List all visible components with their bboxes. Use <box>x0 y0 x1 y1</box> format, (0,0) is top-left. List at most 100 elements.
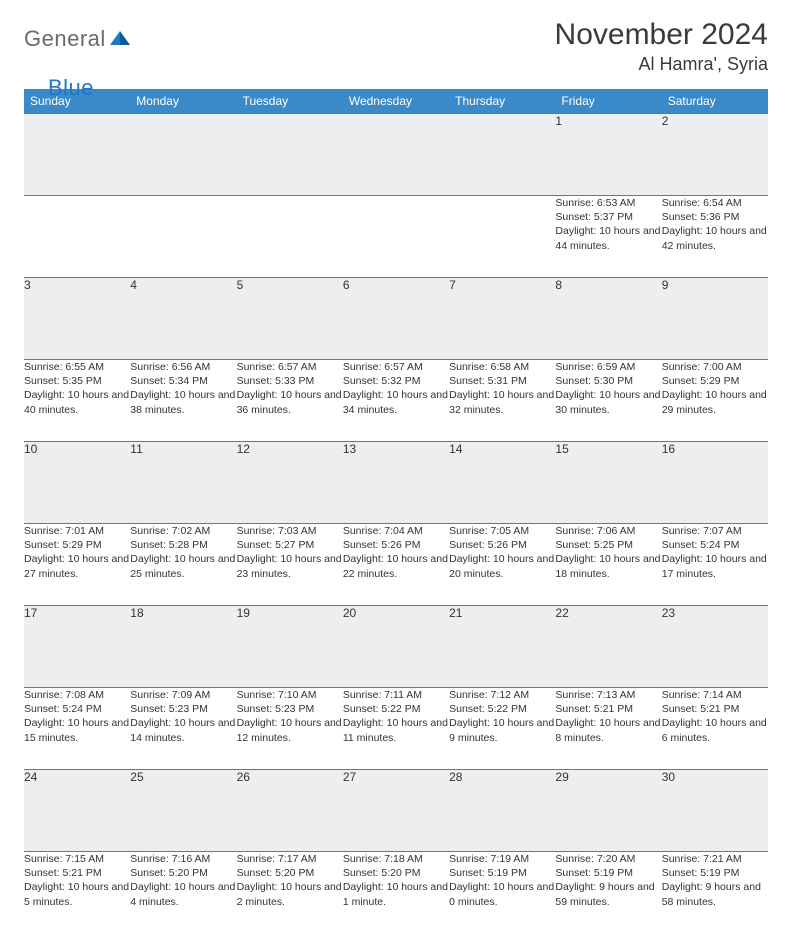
day-cell: Sunrise: 7:04 AMSunset: 5:26 PMDaylight:… <box>343 524 449 606</box>
sunrise-text: Sunrise: 7:12 AM <box>449 688 555 702</box>
daylight-text: Daylight: 10 hours and 15 minutes. <box>24 716 130 744</box>
day-number <box>24 114 130 196</box>
weekday-header: Friday <box>555 89 661 114</box>
sunrise-text: Sunrise: 6:59 AM <box>555 360 661 374</box>
day-number <box>449 114 555 196</box>
day-cell: Sunrise: 7:17 AMSunset: 5:20 PMDaylight:… <box>237 852 343 934</box>
daylight-text: Daylight: 10 hours and 38 minutes. <box>130 388 236 416</box>
day-number: 12 <box>237 442 343 524</box>
content-row: Sunrise: 7:08 AMSunset: 5:24 PMDaylight:… <box>24 688 768 770</box>
weekday-header: Wednesday <box>343 89 449 114</box>
sunset-text: Sunset: 5:20 PM <box>237 866 343 880</box>
daylight-text: Daylight: 10 hours and 34 minutes. <box>343 388 449 416</box>
day-number <box>130 114 236 196</box>
day-cell: Sunrise: 7:02 AMSunset: 5:28 PMDaylight:… <box>130 524 236 606</box>
sunset-text: Sunset: 5:26 PM <box>343 538 449 552</box>
sunset-text: Sunset: 5:31 PM <box>449 374 555 388</box>
day-number: 19 <box>237 606 343 688</box>
day-number: 2 <box>662 114 768 196</box>
day-number <box>343 114 449 196</box>
day-number: 24 <box>24 770 130 852</box>
day-cell <box>449 196 555 278</box>
daynum-row: 24252627282930 <box>24 770 768 852</box>
daylight-text: Daylight: 10 hours and 18 minutes. <box>555 552 661 580</box>
logo: General <box>24 18 132 52</box>
logo-text-blue: Blue <box>48 75 94 101</box>
weekday-header: Monday <box>130 89 236 114</box>
sunset-text: Sunset: 5:29 PM <box>24 538 130 552</box>
sunset-text: Sunset: 5:33 PM <box>237 374 343 388</box>
daylight-text: Daylight: 10 hours and 42 minutes. <box>662 224 768 252</box>
daynum-row: 10111213141516 <box>24 442 768 524</box>
sunrise-text: Sunrise: 6:53 AM <box>555 196 661 210</box>
daylight-text: Daylight: 10 hours and 29 minutes. <box>662 388 768 416</box>
day-cell: Sunrise: 7:05 AMSunset: 5:26 PMDaylight:… <box>449 524 555 606</box>
day-cell: Sunrise: 7:21 AMSunset: 5:19 PMDaylight:… <box>662 852 768 934</box>
day-number: 26 <box>237 770 343 852</box>
sunrise-text: Sunrise: 7:10 AM <box>237 688 343 702</box>
day-cell: Sunrise: 7:09 AMSunset: 5:23 PMDaylight:… <box>130 688 236 770</box>
sunset-text: Sunset: 5:30 PM <box>555 374 661 388</box>
daylight-text: Daylight: 10 hours and 22 minutes. <box>343 552 449 580</box>
day-cell: Sunrise: 7:20 AMSunset: 5:19 PMDaylight:… <box>555 852 661 934</box>
sunset-text: Sunset: 5:24 PM <box>24 702 130 716</box>
day-cell <box>24 196 130 278</box>
day-number: 21 <box>449 606 555 688</box>
day-number: 14 <box>449 442 555 524</box>
sunrise-text: Sunrise: 7:06 AM <box>555 524 661 538</box>
day-cell: Sunrise: 7:16 AMSunset: 5:20 PMDaylight:… <box>130 852 236 934</box>
day-number: 18 <box>130 606 236 688</box>
day-cell: Sunrise: 7:19 AMSunset: 5:19 PMDaylight:… <box>449 852 555 934</box>
sunrise-text: Sunrise: 7:05 AM <box>449 524 555 538</box>
daylight-text: Daylight: 10 hours and 44 minutes. <box>555 224 661 252</box>
day-number: 5 <box>237 278 343 360</box>
day-cell: Sunrise: 7:03 AMSunset: 5:27 PMDaylight:… <box>237 524 343 606</box>
day-number: 15 <box>555 442 661 524</box>
day-number: 27 <box>343 770 449 852</box>
sunrise-text: Sunrise: 7:09 AM <box>130 688 236 702</box>
daylight-text: Daylight: 10 hours and 0 minutes. <box>449 880 555 908</box>
sunset-text: Sunset: 5:23 PM <box>130 702 236 716</box>
daylight-text: Daylight: 10 hours and 11 minutes. <box>343 716 449 744</box>
sunset-text: Sunset: 5:29 PM <box>662 374 768 388</box>
sunrise-text: Sunrise: 7:14 AM <box>662 688 768 702</box>
day-cell: Sunrise: 7:13 AMSunset: 5:21 PMDaylight:… <box>555 688 661 770</box>
day-number: 13 <box>343 442 449 524</box>
daylight-text: Daylight: 10 hours and 2 minutes. <box>237 880 343 908</box>
day-number: 3 <box>24 278 130 360</box>
daylight-text: Daylight: 10 hours and 4 minutes. <box>130 880 236 908</box>
day-number: 6 <box>343 278 449 360</box>
day-number: 29 <box>555 770 661 852</box>
sunrise-text: Sunrise: 7:15 AM <box>24 852 130 866</box>
weekday-header: Thursday <box>449 89 555 114</box>
daylight-text: Daylight: 10 hours and 5 minutes. <box>24 880 130 908</box>
sunset-text: Sunset: 5:22 PM <box>449 702 555 716</box>
daylight-text: Daylight: 9 hours and 58 minutes. <box>662 880 768 908</box>
sunset-text: Sunset: 5:19 PM <box>662 866 768 880</box>
weekday-header: Tuesday <box>237 89 343 114</box>
daylight-text: Daylight: 10 hours and 27 minutes. <box>24 552 130 580</box>
sunrise-text: Sunrise: 6:58 AM <box>449 360 555 374</box>
sunrise-text: Sunrise: 6:57 AM <box>343 360 449 374</box>
sunrise-text: Sunrise: 7:03 AM <box>237 524 343 538</box>
sunrise-text: Sunrise: 7:16 AM <box>130 852 236 866</box>
daylight-text: Daylight: 10 hours and 25 minutes. <box>130 552 236 580</box>
day-number: 9 <box>662 278 768 360</box>
title-block: November 2024 Al Hamra', Syria <box>555 18 768 75</box>
day-cell: Sunrise: 7:15 AMSunset: 5:21 PMDaylight:… <box>24 852 130 934</box>
daynum-row: 3456789 <box>24 278 768 360</box>
day-number: 25 <box>130 770 236 852</box>
sunrise-text: Sunrise: 7:02 AM <box>130 524 236 538</box>
day-number: 7 <box>449 278 555 360</box>
daylight-text: Daylight: 10 hours and 36 minutes. <box>237 388 343 416</box>
day-number: 20 <box>343 606 449 688</box>
day-cell: Sunrise: 6:55 AMSunset: 5:35 PMDaylight:… <box>24 360 130 442</box>
day-cell: Sunrise: 6:58 AMSunset: 5:31 PMDaylight:… <box>449 360 555 442</box>
daylight-text: Daylight: 10 hours and 9 minutes. <box>449 716 555 744</box>
sunset-text: Sunset: 5:26 PM <box>449 538 555 552</box>
sunrise-text: Sunrise: 7:17 AM <box>237 852 343 866</box>
daylight-text: Daylight: 9 hours and 59 minutes. <box>555 880 661 908</box>
day-cell: Sunrise: 7:18 AMSunset: 5:20 PMDaylight:… <box>343 852 449 934</box>
sunset-text: Sunset: 5:19 PM <box>449 866 555 880</box>
day-number: 17 <box>24 606 130 688</box>
